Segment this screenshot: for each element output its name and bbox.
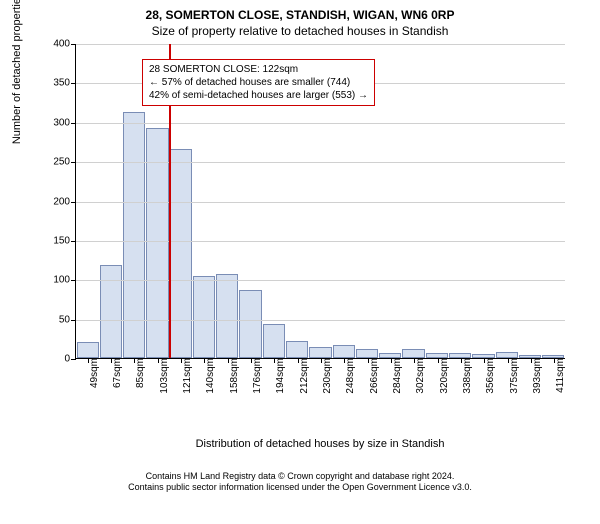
footer-line-1: Contains HM Land Registry data © Crown c… — [0, 471, 600, 483]
histogram-bar — [77, 342, 99, 358]
x-tick-label: 248sqm — [342, 358, 356, 394]
grid-line — [76, 44, 565, 45]
x-tick-label: 266sqm — [366, 358, 380, 394]
x-tick-label: 103sqm — [156, 358, 170, 394]
histogram-bar — [123, 112, 145, 358]
x-tick-label: 85sqm — [132, 358, 146, 388]
y-axis-label: Number of detached properties — [11, 0, 23, 144]
histogram-bar — [193, 276, 215, 358]
y-tick-label: 50 — [59, 314, 76, 325]
y-tick-label: 150 — [53, 235, 76, 246]
x-tick-label: 212sqm — [296, 358, 310, 394]
y-tick-label: 200 — [53, 196, 76, 207]
histogram-bar — [263, 324, 285, 358]
grid-line — [76, 241, 565, 242]
x-tick-label: 302sqm — [412, 358, 426, 394]
x-tick-label: 393sqm — [529, 358, 543, 394]
x-tick-label: 67sqm — [109, 358, 123, 388]
x-tick-label: 356sqm — [482, 358, 496, 394]
grid-line — [76, 320, 565, 321]
histogram-bar — [216, 274, 238, 358]
x-tick-label: 375sqm — [506, 358, 520, 394]
footer-line-2: Contains public sector information licen… — [0, 482, 600, 494]
grid-line — [76, 280, 565, 281]
histogram-bar — [402, 349, 424, 358]
x-tick-label: 121sqm — [179, 358, 193, 394]
y-tick-label: 350 — [53, 78, 76, 89]
y-tick-label: 0 — [64, 354, 76, 365]
x-tick-label: 140sqm — [202, 358, 216, 394]
x-tick-label: 411sqm — [552, 358, 566, 393]
y-tick-label: 250 — [53, 157, 76, 168]
grid-line — [76, 202, 565, 203]
callout-line-3: 42% of semi-detached houses are larger (… — [149, 89, 368, 102]
grid-line — [76, 162, 565, 163]
y-tick-label: 100 — [53, 275, 76, 286]
x-tick-label: 176sqm — [249, 358, 263, 394]
callout-line-1: 28 SOMERTON CLOSE: 122sqm — [149, 63, 368, 76]
histogram-bar — [100, 265, 122, 358]
histogram-bar — [309, 347, 331, 358]
callout-box: 28 SOMERTON CLOSE: 122sqm ← 57% of detac… — [142, 59, 375, 106]
histogram-bar — [239, 290, 261, 359]
chart-container: Number of detached properties 28 SOMERTO… — [45, 44, 575, 384]
plot-area: 28 SOMERTON CLOSE: 122sqm ← 57% of detac… — [75, 44, 565, 359]
callout-line-2: ← 57% of detached houses are smaller (74… — [149, 76, 368, 89]
y-tick-label: 400 — [53, 39, 76, 50]
y-tick-label: 300 — [53, 117, 76, 128]
histogram-bar — [170, 149, 192, 358]
x-tick-label: 284sqm — [389, 358, 403, 394]
x-tick-label: 49sqm — [86, 358, 100, 388]
x-tick-label: 194sqm — [272, 358, 286, 394]
x-tick-label: 338sqm — [459, 358, 473, 394]
x-tick-label: 230sqm — [319, 358, 333, 394]
x-tick-label: 158sqm — [226, 358, 240, 394]
page-title: 28, SOMERTON CLOSE, STANDISH, WIGAN, WN6… — [0, 0, 600, 22]
x-tick-label: 320sqm — [436, 358, 450, 394]
page-subtitle: Size of property relative to detached ho… — [0, 22, 600, 38]
footer: Contains HM Land Registry data © Crown c… — [0, 471, 600, 494]
grid-line — [76, 123, 565, 124]
histogram-bar — [356, 349, 378, 358]
histogram-bar — [286, 341, 308, 358]
histogram-bar — [333, 345, 355, 358]
